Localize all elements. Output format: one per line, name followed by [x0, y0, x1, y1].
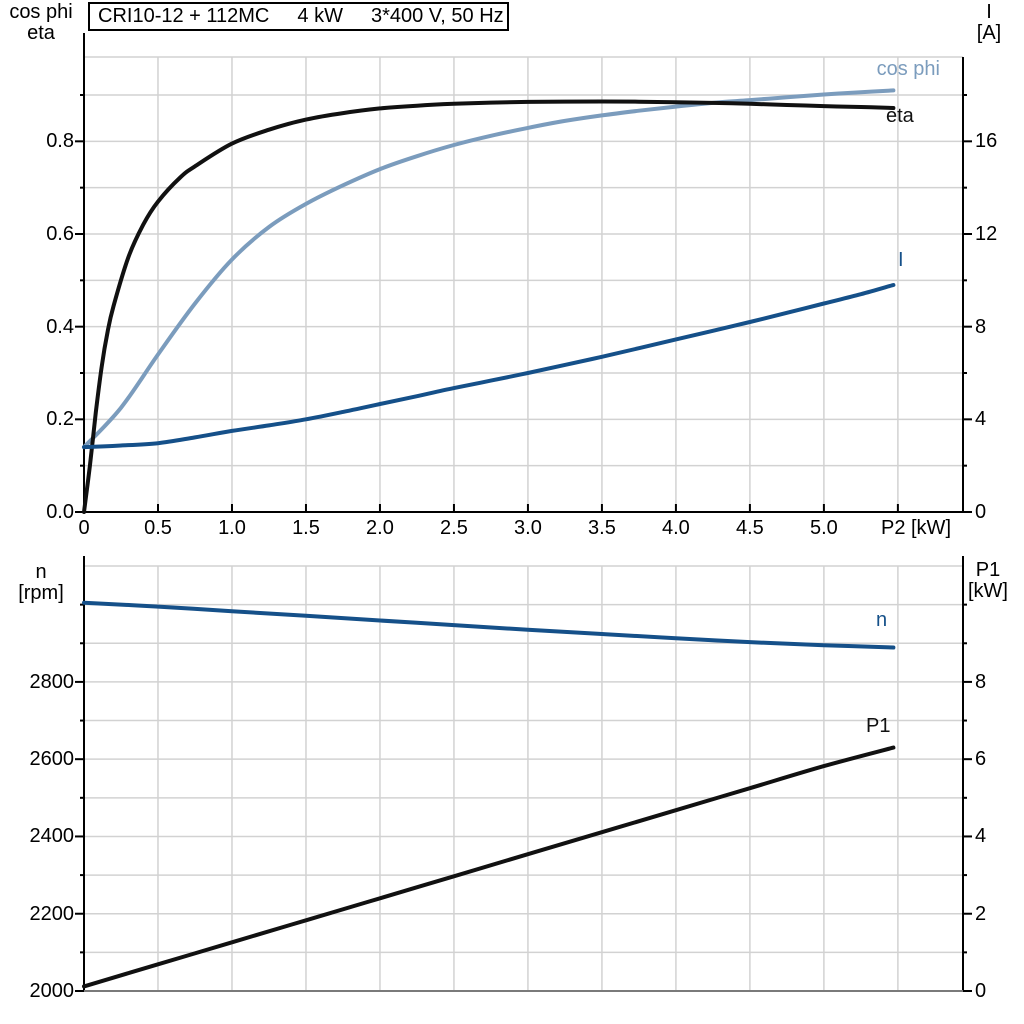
- input-power-axis-label: P1: [975, 559, 1001, 581]
- tick-label: 8: [975, 670, 987, 693]
- tick-label: 0.5: [144, 517, 172, 539]
- tick-label: 12: [975, 222, 998, 245]
- p2-axis-label: P2 [kW]: [880, 517, 951, 539]
- tick-label: 2.5: [440, 517, 468, 539]
- speed-unit-label: [rpm]: [18, 582, 64, 604]
- current-axis-label: I: [986, 1, 992, 23]
- tick-label: 2200: [29, 902, 75, 925]
- tick-label: 4.5: [736, 517, 764, 539]
- tick-label: 0: [975, 501, 987, 523]
- tick-label: 5.0: [809, 517, 838, 539]
- tick-label: 0.0: [46, 501, 74, 523]
- curve-cos-phi: [82, 88, 896, 450]
- cos-phi-axis-label: cos phi: [9, 1, 73, 23]
- tick-label: 3.5: [588, 517, 616, 539]
- tick-label: 8: [975, 315, 987, 338]
- tick-label: 0: [975, 980, 987, 1002]
- ticks-chart-2: [75, 603, 972, 992]
- tick-label: 2400: [29, 825, 75, 848]
- curve-n: [82, 600, 896, 650]
- axes-chart-2: [83, 556, 964, 992]
- title-box: CRI10-12 + 112MC 4 kW 3*400 V, 50 Hz: [88, 2, 509, 31]
- speed-axis-label: n: [35, 561, 47, 583]
- cos-phi-curve-label: cos phi: [876, 58, 940, 80]
- title-power: 4 kW: [297, 5, 343, 27]
- curve-i: [82, 283, 896, 450]
- curve-eta: [82, 99, 896, 514]
- tick-label: 3.0: [514, 517, 542, 539]
- speed-curve-label: n: [876, 609, 888, 631]
- right-axis-header-top-chart: I [A]: [966, 2, 1012, 44]
- tick-label: 1.0: [218, 517, 246, 539]
- tick-label: 2.0: [366, 517, 394, 539]
- eta-curve-label: eta: [886, 105, 914, 127]
- left-axis-header-bottom-chart: n [rpm]: [0, 562, 82, 604]
- tick-label: 2: [975, 902, 987, 925]
- title-voltage-frequency: 3*400 V, 50 Hz: [370, 5, 504, 27]
- tick-label: 0: [78, 517, 90, 539]
- tick-label: 0.2: [46, 408, 74, 431]
- axes-chart-1: [83, 33, 964, 513]
- gridlines-chart-1: [84, 56, 963, 512]
- tick-label: 0.8: [46, 130, 74, 153]
- current-unit-label: [A]: [976, 22, 1002, 44]
- title-pump-model: CRI10-12 + 112MC: [98, 5, 270, 27]
- tick-label: 2000: [29, 980, 75, 1002]
- tick-label: 2800: [29, 670, 75, 693]
- input-power-curve-label: P1: [866, 715, 891, 737]
- tick-label: 2600: [29, 748, 75, 771]
- tick-label: 6: [975, 748, 987, 771]
- curve-p1: [82, 745, 896, 989]
- tick-label: 16: [975, 130, 998, 153]
- current-curve-label: I: [898, 249, 904, 271]
- tick-label: 4.0: [662, 517, 690, 539]
- tick-label: 0.6: [46, 222, 74, 245]
- gridlines-chart-2: [84, 565, 963, 991]
- input-power-unit-label: [kW]: [968, 580, 1008, 602]
- tick-label: 4: [975, 408, 987, 431]
- right-axis-header-bottom-chart: P1 [kW]: [962, 560, 1014, 602]
- eta-axis-label: eta: [27, 22, 55, 44]
- left-axis-header-top-chart: cos phi eta: [0, 2, 82, 44]
- tick-label: 0.4: [46, 315, 74, 338]
- tick-label: 1.5: [292, 517, 320, 539]
- tick-label: 4: [975, 825, 987, 848]
